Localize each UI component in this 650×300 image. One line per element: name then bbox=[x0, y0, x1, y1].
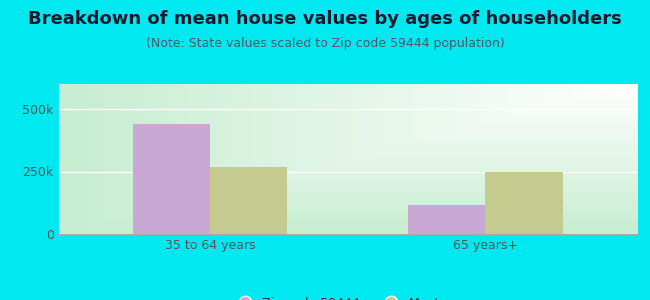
Legend: Zip code 59444, Montana: Zip code 59444, Montana bbox=[227, 292, 468, 300]
Bar bbox=[133, 124, 210, 234]
Bar bbox=[486, 172, 563, 234]
Bar bbox=[408, 205, 486, 234]
Text: (Note: State values scaled to Zip code 59444 population): (Note: State values scaled to Zip code 5… bbox=[146, 38, 504, 50]
Text: Breakdown of mean house values by ages of householders: Breakdown of mean house values by ages o… bbox=[28, 11, 622, 28]
Bar bbox=[210, 167, 287, 234]
